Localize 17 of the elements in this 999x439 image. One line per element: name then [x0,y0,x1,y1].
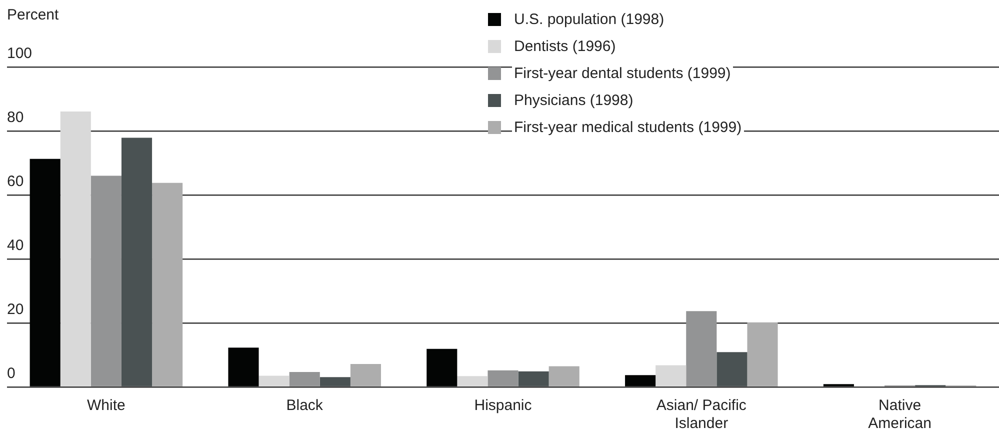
x-tick-label: Native American [868,397,932,432]
legend-label: First-year medical students (1999) [512,119,744,136]
legend-label: U.S. population (1998) [512,11,666,28]
legend-label: Physicians (1998) [512,92,636,109]
y-tick-label: 100 [7,45,32,62]
legend-label: Dentists (1996) [512,38,618,55]
y-tick-label: 80 [7,109,24,126]
y-tick-label: 20 [7,301,24,318]
x-tick-label: Black [286,397,324,414]
y-axis-title: Percent [7,6,60,24]
x-tick-label: White [87,397,126,414]
x-tick-label: Asian/ Pacific Islander [656,397,747,432]
y-tick-label: 60 [7,173,24,190]
x-tick-label: Hispanic [474,397,532,414]
legend-label: First-year dental students (1999) [512,65,733,82]
y-tick-label: 0 [7,365,16,382]
y-tick-label: 40 [7,237,24,254]
